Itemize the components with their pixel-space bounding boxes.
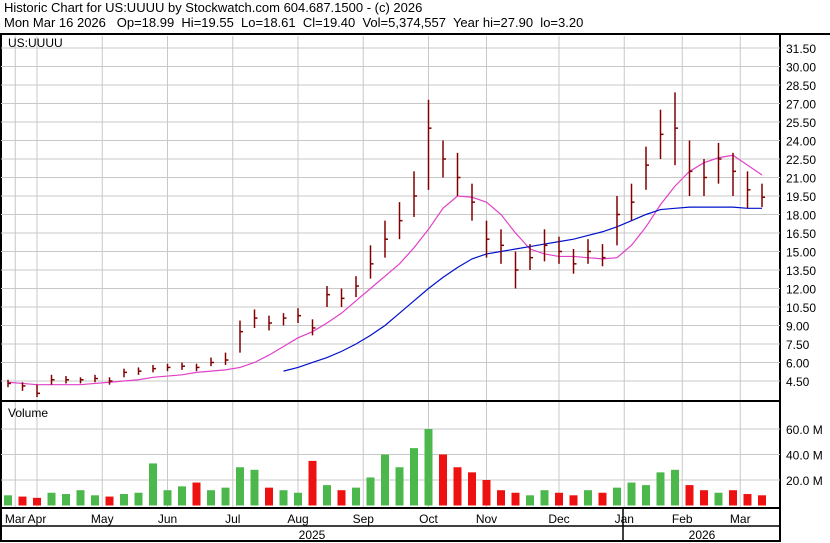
price-tick-label: 7.50 bbox=[786, 338, 810, 352]
volume-bar bbox=[149, 463, 157, 506]
price-tick-label: 22.50 bbox=[786, 153, 816, 167]
month-label: Mar bbox=[730, 512, 751, 526]
volume-bar bbox=[366, 477, 375, 506]
volume-bar bbox=[18, 496, 27, 506]
volume-bar bbox=[627, 482, 636, 506]
price-tick-label: 6.00 bbox=[786, 356, 810, 370]
volume-bar bbox=[33, 497, 41, 506]
volume-bar bbox=[468, 472, 476, 506]
price-tick-label: 19.50 bbox=[786, 190, 816, 204]
volume-bar bbox=[511, 492, 520, 506]
price-tick-label: 28.50 bbox=[786, 79, 816, 93]
volume-bar bbox=[497, 490, 505, 506]
month-label: Dec bbox=[548, 512, 569, 526]
volume-bar bbox=[700, 490, 708, 506]
price-tick-label: 18.00 bbox=[786, 208, 816, 222]
month-label: Nov bbox=[476, 512, 497, 526]
volume-bar bbox=[381, 454, 389, 506]
volume-bar bbox=[729, 490, 737, 506]
volume-bar bbox=[743, 494, 752, 506]
price-tick-label: 27.00 bbox=[786, 97, 816, 111]
price-tick-label: 25.50 bbox=[786, 116, 816, 130]
volume-bar bbox=[178, 486, 186, 506]
month-label: Aug bbox=[287, 512, 308, 526]
volume-bar bbox=[265, 487, 273, 506]
price-tick-label: 12.00 bbox=[786, 282, 816, 296]
month-label: Feb bbox=[672, 512, 693, 526]
volume-bar bbox=[207, 490, 215, 506]
price-tick-label: 30.00 bbox=[786, 60, 816, 74]
moving-average-long bbox=[283, 206, 762, 372]
volume-bar bbox=[439, 454, 447, 506]
price-tick-label: 15.00 bbox=[786, 245, 816, 259]
year-label: 2026 bbox=[689, 528, 716, 542]
volume-bar bbox=[105, 496, 114, 506]
volume-bar bbox=[192, 482, 201, 506]
price-tick-label: 16.50 bbox=[786, 227, 816, 241]
month-label: Jan bbox=[615, 512, 634, 526]
volume-bar bbox=[453, 467, 462, 506]
price-tick-label: 10.50 bbox=[786, 301, 816, 315]
volume-bar bbox=[540, 490, 549, 506]
month-label: Mar bbox=[5, 512, 26, 526]
price-tick-label: 4.50 bbox=[786, 375, 810, 389]
volume-bar bbox=[714, 492, 723, 506]
volume-bar bbox=[134, 492, 143, 506]
volume-bar bbox=[221, 487, 230, 506]
volume-bar bbox=[323, 485, 331, 506]
volume-bar bbox=[4, 495, 12, 506]
quote-stats: Mon Mar 16 2026 Op=18.99 Hi=19.55 Lo=18.… bbox=[4, 15, 584, 30]
volume-bar bbox=[120, 494, 128, 506]
moving-average-short bbox=[7, 154, 763, 386]
volume-bar bbox=[308, 460, 317, 506]
volume-bar bbox=[526, 495, 534, 506]
volume-bar bbox=[163, 490, 172, 506]
volume-bar bbox=[91, 495, 99, 506]
month-label: Oct bbox=[419, 512, 438, 526]
volume-bar bbox=[656, 472, 665, 506]
volume-bar bbox=[569, 495, 578, 506]
volume-bar bbox=[685, 485, 694, 506]
volume-label: Volume bbox=[8, 406, 48, 420]
volume-tick-label: 60.0 M bbox=[786, 423, 823, 437]
volume-bar bbox=[395, 467, 404, 506]
price-tick-label: 9.00 bbox=[786, 319, 810, 333]
volume-bar bbox=[482, 480, 491, 506]
price-tick-label: 24.00 bbox=[786, 134, 816, 148]
volume-bar bbox=[410, 448, 418, 506]
volume-bar bbox=[250, 469, 259, 506]
volume-bar bbox=[294, 492, 302, 506]
volume-tick-label: 20.0 M bbox=[786, 474, 823, 488]
month-label: Sep bbox=[353, 512, 375, 526]
volume-bar bbox=[352, 487, 360, 506]
year-label: 2025 bbox=[299, 528, 326, 542]
volume-tick-label: 40.0 M bbox=[786, 449, 823, 463]
volume-bar bbox=[584, 490, 592, 506]
symbol-label: US:UUUU bbox=[8, 36, 63, 50]
volume-bar bbox=[236, 467, 244, 506]
price-tick-label: 21.00 bbox=[786, 171, 816, 185]
month-label: May bbox=[91, 512, 114, 526]
price-tick-label: 31.50 bbox=[786, 42, 816, 56]
month-label: Jul bbox=[225, 512, 240, 526]
price-tick-label: 13.50 bbox=[786, 264, 816, 278]
volume-bar bbox=[424, 429, 433, 506]
month-label: Apr bbox=[28, 512, 47, 526]
volume-bar bbox=[337, 490, 346, 506]
volume-bar bbox=[758, 495, 766, 506]
month-label: Jun bbox=[158, 512, 177, 526]
volume-bar bbox=[76, 490, 85, 506]
volume-bar bbox=[555, 492, 563, 506]
volume-bar bbox=[47, 492, 56, 506]
volume-bar bbox=[642, 485, 650, 506]
chart-title: Historic Chart for US:UUUU by Stockwatch… bbox=[4, 0, 423, 15]
volume-bar bbox=[598, 492, 607, 506]
volume-bar bbox=[62, 494, 70, 506]
volume-bar bbox=[671, 469, 679, 506]
volume-bar bbox=[613, 487, 621, 506]
volume-bar bbox=[279, 490, 288, 506]
chart-frame bbox=[0, 33, 781, 542]
